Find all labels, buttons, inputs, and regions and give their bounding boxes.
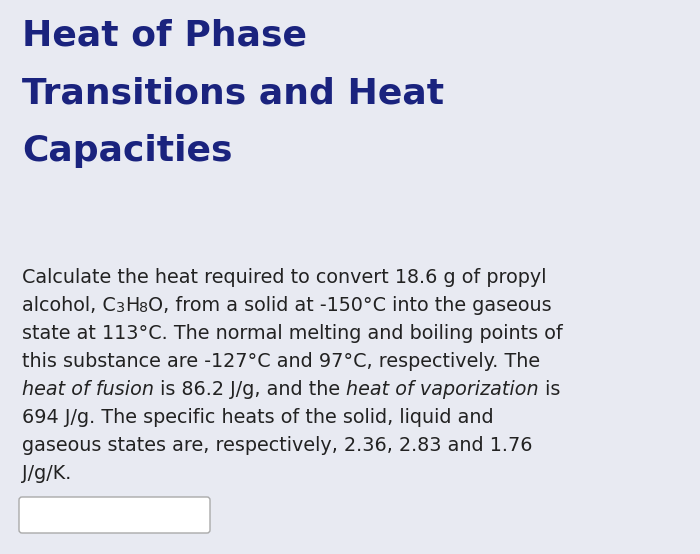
Text: Transitions and Heat: Transitions and Heat bbox=[22, 76, 444, 110]
Text: gaseous states are, respectively, 2.36, 2.83 and 1.76: gaseous states are, respectively, 2.36, … bbox=[22, 436, 533, 455]
Text: Heat of Phase: Heat of Phase bbox=[22, 18, 307, 52]
Text: heat of vaporization: heat of vaporization bbox=[346, 380, 539, 399]
Text: J/g/K.: J/g/K. bbox=[22, 464, 71, 483]
Text: 694 J/g. The specific heats of the solid, liquid and: 694 J/g. The specific heats of the solid… bbox=[22, 408, 493, 427]
Text: state at 113°C. The normal melting and boiling points of: state at 113°C. The normal melting and b… bbox=[22, 324, 563, 343]
FancyBboxPatch shape bbox=[19, 497, 210, 533]
Text: Calculate the heat required to convert 18.6 g of propyl: Calculate the heat required to convert 1… bbox=[22, 268, 547, 287]
Text: Capacities: Capacities bbox=[22, 134, 232, 168]
Text: 8: 8 bbox=[139, 301, 148, 315]
Text: is: is bbox=[539, 380, 560, 399]
Text: this substance are -127°C and 97°C, respectively. The: this substance are -127°C and 97°C, resp… bbox=[22, 352, 540, 371]
Text: heat of fusion: heat of fusion bbox=[22, 380, 154, 399]
Text: O, from a solid at -150°C into the gaseous: O, from a solid at -150°C into the gaseo… bbox=[148, 296, 552, 315]
Text: is 86.2 J/g, and the: is 86.2 J/g, and the bbox=[154, 380, 346, 399]
Text: H: H bbox=[125, 296, 139, 315]
Text: 3: 3 bbox=[116, 301, 125, 315]
Text: alcohol, C: alcohol, C bbox=[22, 296, 116, 315]
